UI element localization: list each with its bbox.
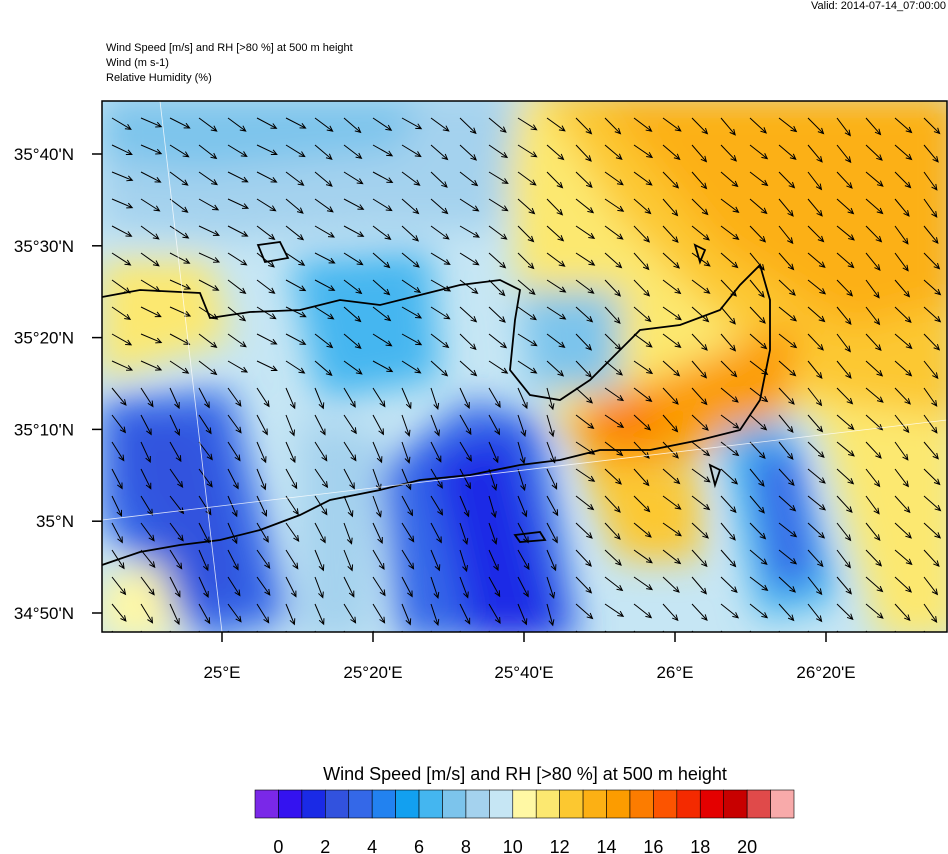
colorbar-box: [606, 789, 631, 819]
header-line: Relative Humidity (%): [106, 72, 212, 84]
graticule: [102, 101, 947, 632]
colorbar-box: [676, 789, 701, 819]
colorbar-box: [371, 789, 396, 819]
colorbar-box: [535, 789, 560, 819]
colorbar-tick-label: 14: [597, 837, 617, 854]
lon-label: 25°E: [203, 663, 240, 682]
valid-time: Valid: 2014-07-14_07:00:00: [811, 0, 946, 12]
map-field: [102, 101, 947, 632]
colorbar-box: [770, 789, 795, 819]
lat-label: 35°40'N: [14, 145, 74, 164]
colorbar-box: [278, 789, 303, 819]
colorbar-box: [325, 789, 350, 819]
lon-label: 25°20'E: [343, 663, 402, 682]
lat-label: 35°N: [36, 512, 74, 531]
lat-label: 35°10'N: [14, 420, 74, 439]
colorbar-title: Wind Speed [m/s] and RH [>80 %] at 500 m…: [323, 764, 727, 784]
header-line: Wind Speed [m/s] and RH [>80 %] at 500 m…: [106, 42, 353, 54]
colorbar-box: [723, 789, 748, 819]
colorbar: 0 2 4 6 8 10 12 14 16 18 20: [254, 789, 795, 854]
header-line: Wind (m s-1): [106, 57, 169, 69]
colorbar-tick-label: 0: [273, 837, 283, 854]
colorbar-box: [582, 789, 607, 819]
colorbar-box: [348, 789, 373, 819]
colorbar-tick-label: 18: [690, 837, 710, 854]
lon-label: 26°E: [656, 663, 693, 682]
colorbar-tick-label: 12: [550, 837, 570, 854]
colorbar-box: [629, 789, 654, 819]
map-axes: 35°40'N 35°30'N 35°20'N 35°10'N 35°N 34°50'N 2…: [14, 145, 856, 682]
lat-label: 35°30'N: [14, 237, 74, 256]
colorbar-box: [254, 789, 279, 819]
lat-label: 35°20'N: [14, 329, 74, 348]
colorbar-box: [489, 789, 514, 819]
colorbar-box: [442, 789, 467, 819]
colorbar-tick-label: 4: [367, 837, 377, 854]
colorbar-box: [559, 789, 584, 819]
lon-label: 26°20'E: [796, 663, 855, 682]
colorbar-box: [699, 789, 724, 819]
colorbar-tick-label: 2: [320, 837, 330, 854]
coastline: [102, 241, 771, 566]
colorbar-box: [418, 789, 443, 819]
colorbar-box: [301, 789, 326, 819]
lon-label: 25°40'E: [494, 663, 553, 682]
lat-label: 34°50'N: [14, 604, 74, 623]
colorbar-box: [465, 789, 490, 819]
colorbar-tick-label: 8: [461, 837, 471, 854]
colorbar-tick-label: 6: [414, 837, 424, 854]
colorbar-box: [395, 789, 420, 819]
colorbar-box: [512, 789, 537, 819]
colorbar-tick-label: 16: [643, 837, 663, 854]
wind-vectors: [111, 117, 942, 632]
colorbar-tick-label: 10: [503, 837, 523, 854]
colorbar-box: [653, 789, 678, 819]
colorbar-tick-label: 20: [737, 837, 757, 854]
colorbar-box: [746, 789, 771, 819]
